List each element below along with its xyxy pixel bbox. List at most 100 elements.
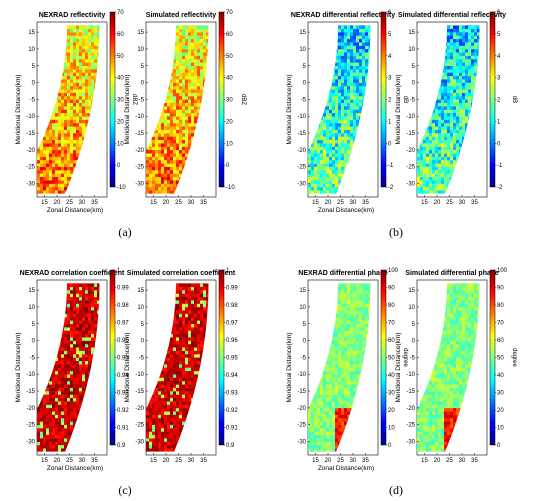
radar-cell: [182, 126, 186, 130]
radar-cell: [188, 112, 192, 117]
radar-cell: [194, 28, 198, 33]
radar-cell: [97, 48, 100, 53]
radar-cell: [200, 35, 204, 40]
radar-cell: [362, 72, 366, 77]
radar-cell: [182, 25, 186, 29]
radar-cell: [164, 99, 168, 103]
radar-cell: [450, 153, 454, 157]
radar-cell: [188, 59, 192, 63]
radar-cell: [85, 112, 89, 117]
radar-cell: [335, 72, 339, 77]
radar-cell: [82, 92, 86, 97]
radar-cell: [338, 173, 342, 177]
radar-cell: [462, 55, 466, 60]
radar-cell: [344, 106, 348, 110]
radar-cell: [49, 180, 53, 184]
radar-cell: [344, 32, 348, 36]
radar-cell: [323, 180, 327, 184]
radar-cell: [456, 99, 460, 103]
radar-cell: [341, 25, 345, 26]
radar-cell: [194, 89, 198, 93]
radar-cell: [326, 149, 330, 154]
radar-cell: [417, 149, 421, 154]
radar-cell: [344, 139, 348, 144]
radar-cell: [347, 62, 351, 66]
radar-cell: [58, 99, 62, 103]
radar-cell: [158, 176, 162, 181]
radar-cell: [435, 163, 439, 167]
radar-cell: [164, 129, 168, 134]
radar-cell: [191, 48, 195, 53]
radar-cell: [167, 106, 171, 110]
radar-cell: [37, 173, 41, 177]
radar-cell: [368, 52, 371, 56]
radar-cell: [64, 99, 68, 103]
radar-cell: [332, 89, 336, 93]
radar-cell: [67, 52, 71, 56]
radar-cell: [64, 156, 68, 161]
radar-cell: [91, 42, 95, 46]
radar-cell: [438, 153, 442, 157]
radar-cell: [320, 190, 324, 194]
radar-cell: [55, 139, 59, 144]
radar-cell: [70, 129, 74, 134]
radar-cell: [341, 85, 345, 90]
radar-cell: [450, 106, 454, 110]
radar-cell: [308, 163, 312, 167]
radar-cell: [43, 136, 47, 140]
radar-cell: [456, 102, 460, 107]
radar-cell: [359, 102, 363, 107]
radar-cell: [338, 28, 342, 33]
radar-cell: [335, 69, 339, 73]
radar-cell: [170, 109, 174, 114]
radar-cell: [435, 149, 439, 154]
radar-cell: [52, 119, 56, 124]
colorbar-gradient: [218, 11, 225, 188]
radar-cell: [356, 59, 360, 63]
radar-cell: [420, 149, 424, 154]
radar-cell: [58, 170, 62, 174]
radar-cell: [459, 109, 463, 114]
radar-cell: [176, 52, 180, 56]
radar-cell: [73, 99, 77, 103]
radar-cell: [338, 106, 342, 110]
radar-cell: [85, 62, 89, 66]
radar-cell: [429, 129, 433, 134]
radar-cell: [338, 109, 342, 114]
radar-cell: [447, 153, 451, 157]
radar-cell: [341, 109, 345, 114]
radar-cell: [76, 65, 80, 70]
radar-cell: [420, 153, 424, 157]
radar-cell: [353, 69, 357, 73]
radar-cell: [332, 112, 336, 117]
radar-cell: [341, 133, 345, 137]
radar-cell: [438, 160, 442, 164]
radar-cell: [73, 32, 77, 36]
radar-cell: [40, 186, 44, 191]
radar-cell: [82, 82, 86, 87]
radar-cell: [73, 48, 77, 53]
radar-cell: [70, 146, 74, 151]
radar-cell: [335, 166, 339, 171]
y-tick-label: 0: [32, 81, 36, 87]
radar-cell: [423, 133, 427, 137]
radar-cell: [356, 119, 360, 124]
radar-cell: [365, 72, 369, 77]
y-tick-label: -30: [135, 182, 144, 188]
radar-cell: [70, 133, 74, 137]
colorbar-tick-label: 20: [226, 119, 233, 125]
radar-cell: [444, 183, 448, 188]
radar-cell: [368, 32, 371, 36]
radar-cell: [67, 59, 71, 63]
radar-cell: [441, 166, 445, 171]
radar-cell: [194, 92, 198, 97]
radar-cell: [197, 55, 201, 60]
radar-cell: [317, 143, 321, 147]
radar-cell: [477, 42, 480, 46]
radar-cell: [462, 35, 466, 40]
radar-cell: [158, 119, 162, 124]
radar-cell: [203, 55, 207, 60]
radar-cell: [64, 85, 68, 90]
radar-cell: [347, 133, 351, 137]
